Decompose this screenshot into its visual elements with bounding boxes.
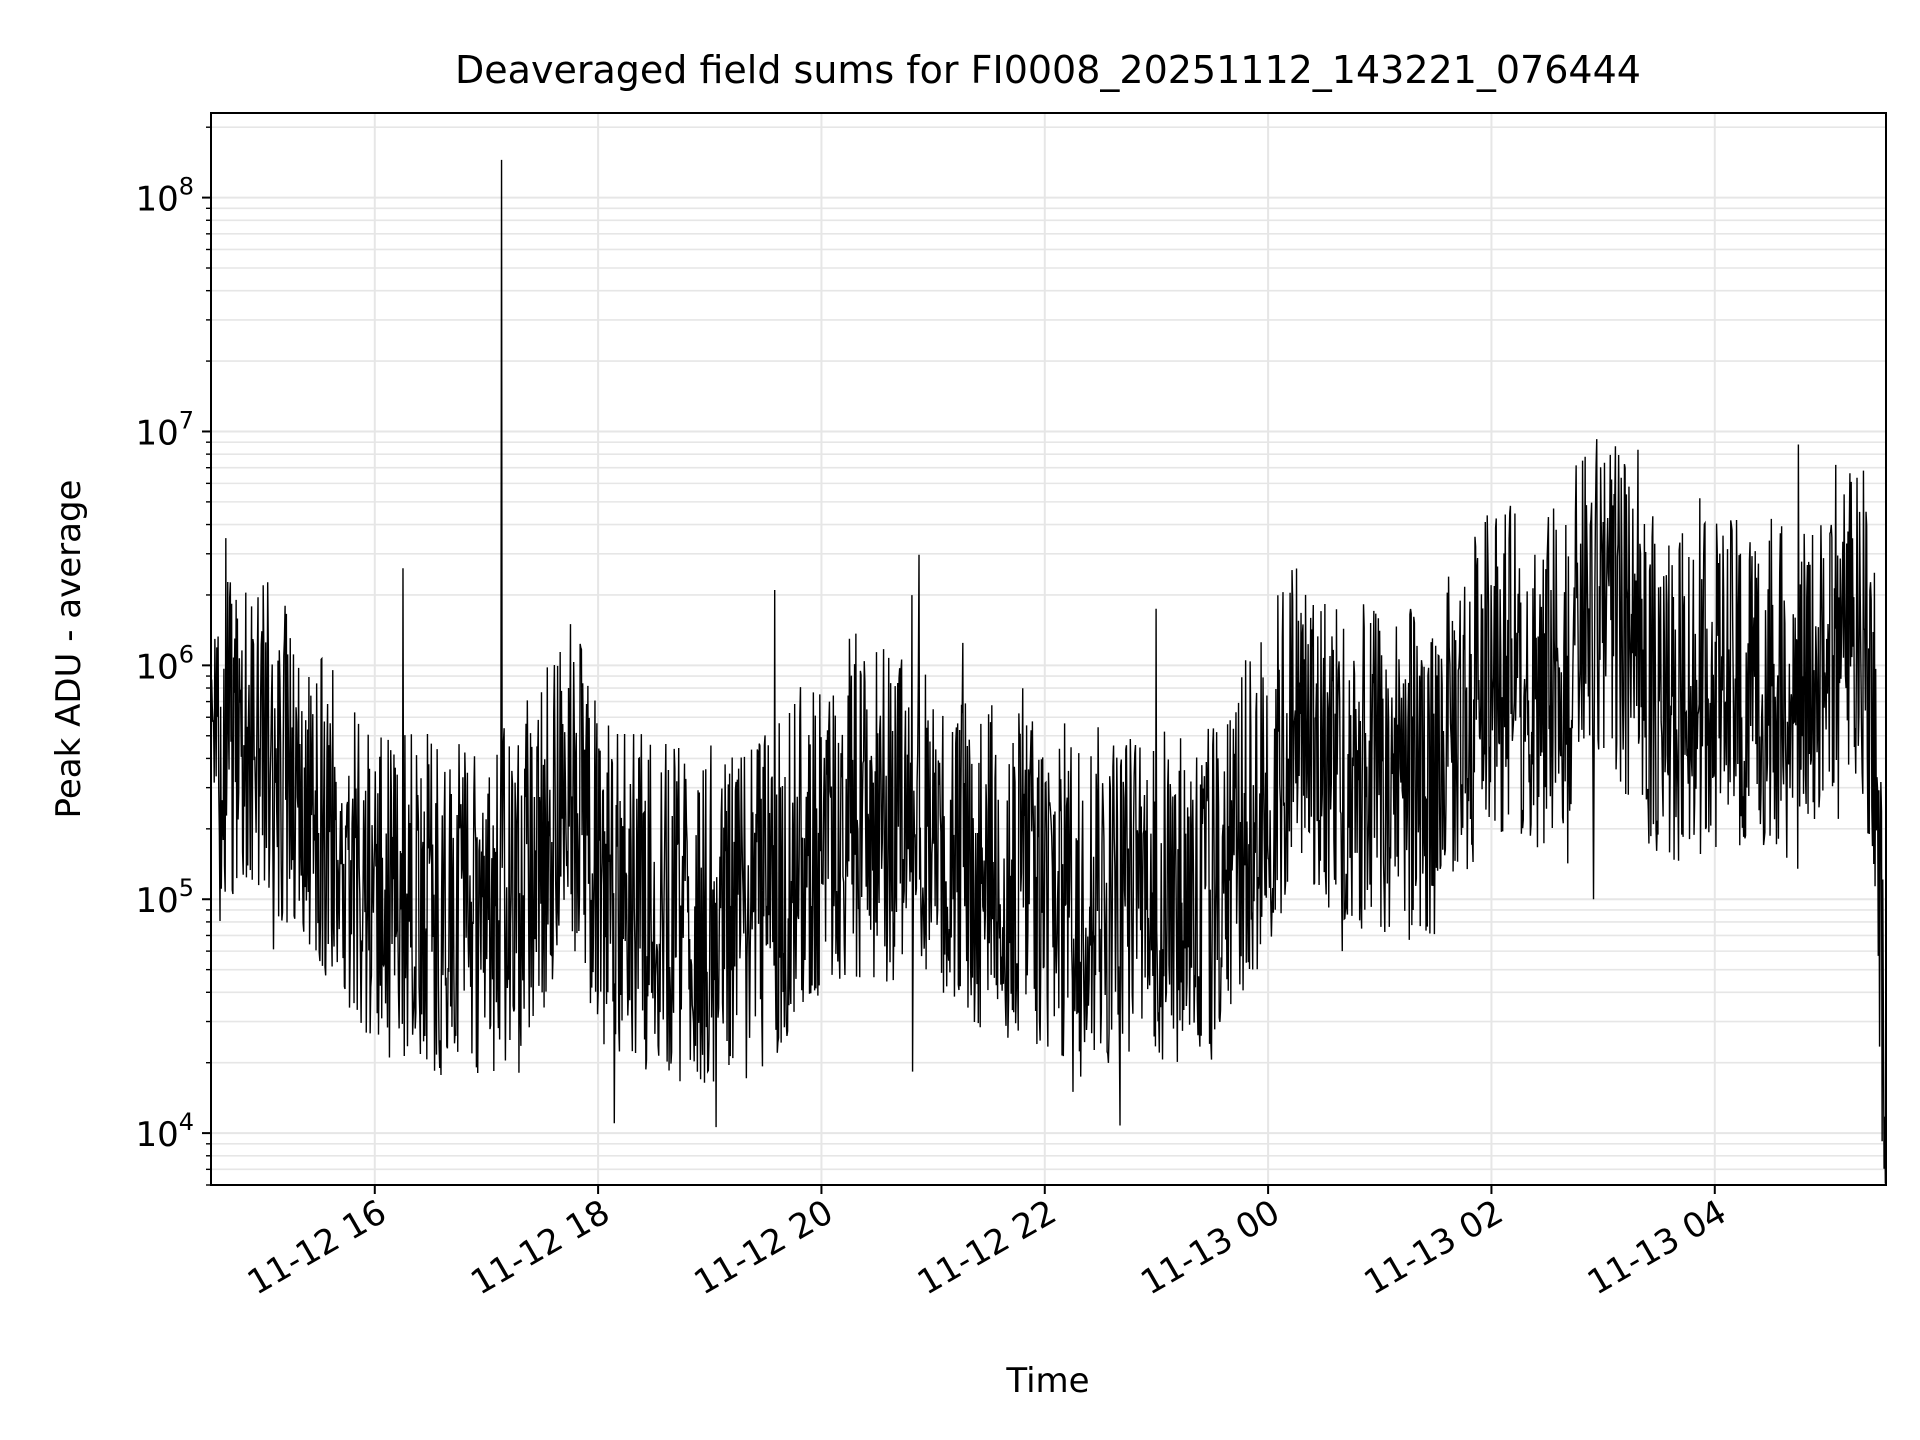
y-tick-exponent: 5 (179, 874, 194, 902)
x-axis-label: Time (1005, 1361, 1089, 1401)
y-tick-label: 104 (135, 1108, 194, 1155)
x-axis: 11-12 16 11-12 18 11-12 20 11-12 22 11-13 00… (241, 1185, 1733, 1303)
chart-title: Deaveraged field sums for FI0008_2025111… (455, 48, 1641, 92)
x-tick-label: 11-12 20 (688, 1192, 840, 1303)
y-tick-label: 107 (135, 406, 194, 453)
series-layer (210, 159, 1887, 1184)
x-tick-label: 11-12 16 (241, 1192, 393, 1303)
y-tick-exponent: 7 (179, 406, 194, 434)
y-tick-label: 106 (135, 640, 194, 687)
x-tick-label: 11-13 04 (1581, 1192, 1733, 1303)
plot-frame (210, 112, 1887, 1186)
x-tick-label: 11-13 00 (1134, 1192, 1286, 1303)
x-tick-label: 11-12 18 (464, 1192, 616, 1303)
y-tick-base: 10 (135, 180, 178, 220)
y-tick-label: 105 (135, 874, 194, 921)
y-tick-base: 10 (135, 413, 178, 453)
y-tick-base: 10 (135, 647, 178, 687)
y-tick-base: 10 (135, 1115, 178, 1155)
x-tick-label: 11-13 02 (1358, 1192, 1510, 1303)
y-tick-exponent: 8 (179, 173, 194, 201)
y-tick-base: 10 (135, 881, 178, 921)
y-tick-exponent: 4 (179, 1108, 194, 1136)
y-axis-label: Peak ADU - average (49, 480, 89, 819)
series-line (210, 159, 1887, 1184)
y-tick-label: 108 (135, 173, 194, 220)
x-tick-label: 11-12 22 (911, 1192, 1063, 1303)
y-tick-exponent: 6 (179, 640, 194, 668)
